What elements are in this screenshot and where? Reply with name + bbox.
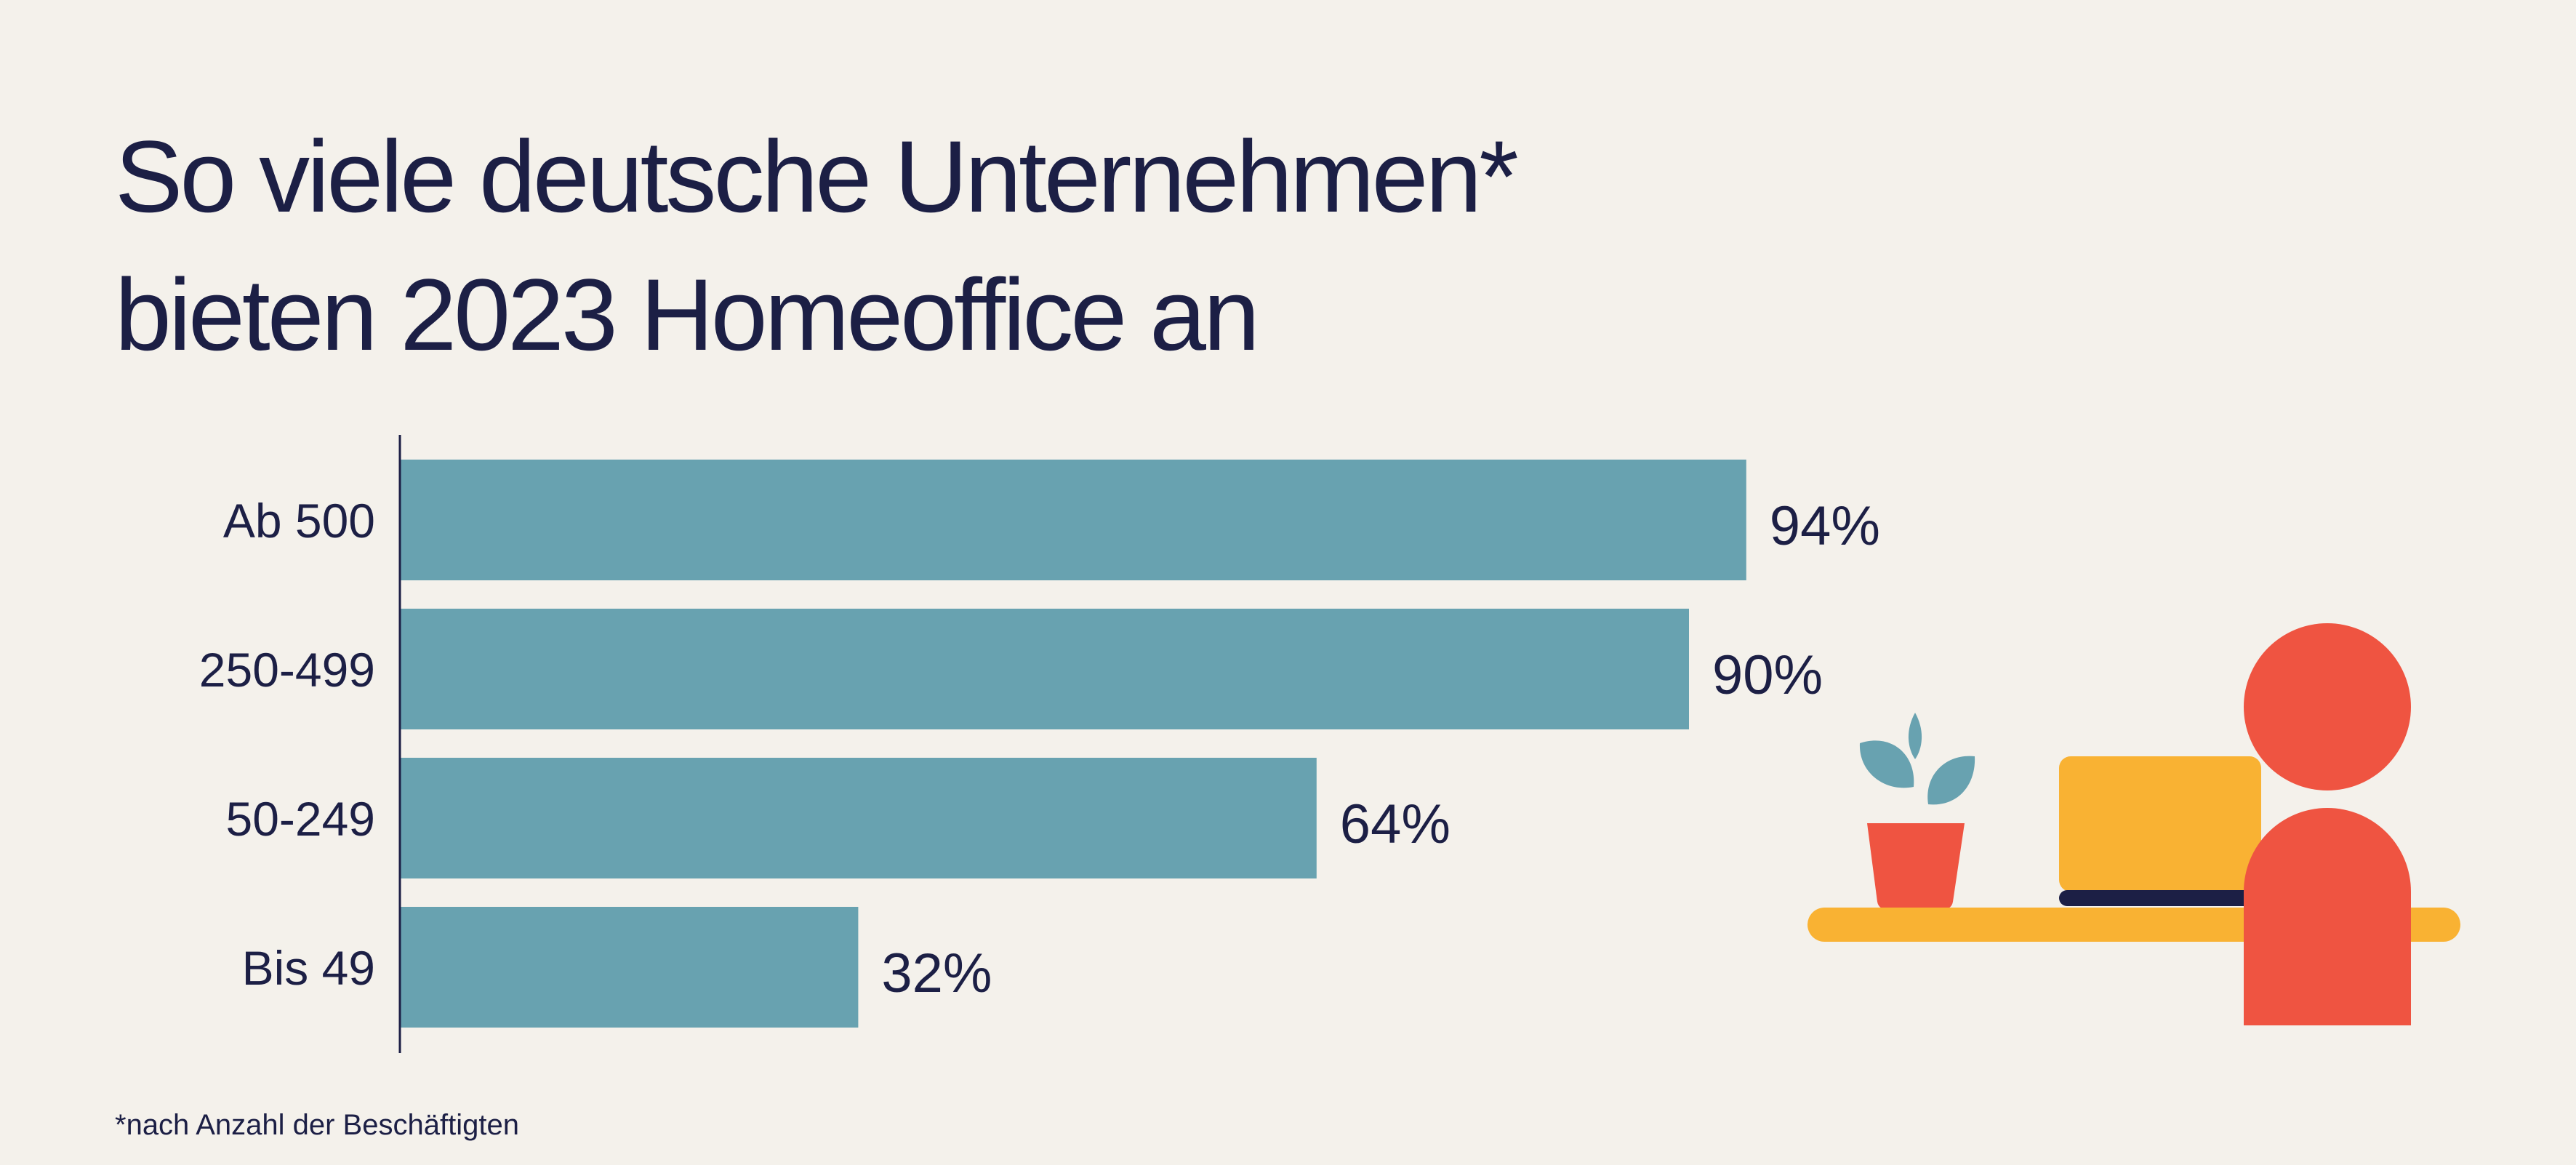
laptop-icon [2059,756,2267,906]
plant-pot [1867,823,1965,909]
footnote: *nach Anzahl der Beschäftigten [115,1109,519,1141]
category-label: 50-249 [225,792,375,846]
value-label: 94% [1770,495,1880,557]
value-label: 90% [1712,644,1823,706]
potted-plant-icon [1859,713,1975,909]
chart-title: So viele deutsche Unternehmen* bieten 20… [115,108,1860,384]
title-line-1: So viele deutsche Unternehmen* [115,119,1519,233]
laptop-screen [2059,756,2261,892]
plant-leaf-right [1927,756,1975,805]
value-label: 64% [1340,793,1450,855]
category-label: Bis 49 [242,941,375,995]
value-label: 32% [881,942,992,1004]
plant-stem-leaf-center [1908,713,1922,759]
bar [400,460,1746,580]
laptop-base [2059,890,2267,906]
home-office-illustration [1807,623,2460,1025]
bar [400,609,1689,729]
bar [400,907,859,1028]
bar [400,758,1317,878]
plant-leaf-left [1859,740,1914,788]
category-label: Ab 500 [223,494,375,548]
person-icon [2244,623,2411,1025]
person-head [2244,623,2411,790]
title-line-2: bieten 2023 Homeoffice an [115,257,1260,372]
bars-layer: Ab 500 94% 250-499 90% 50-249 64% Bis 49 32% [199,435,1880,1053]
person-body [2244,808,2411,1025]
category-label: 250-499 [199,643,375,697]
